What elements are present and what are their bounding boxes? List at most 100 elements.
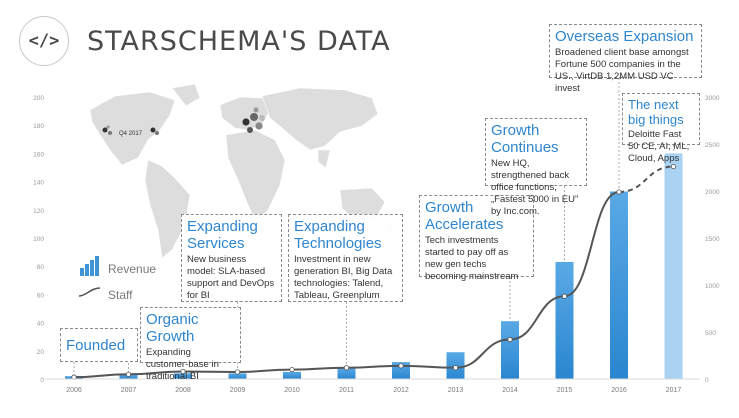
annotation-overseas-expansion: Overseas Expansion Broadened client base… — [549, 24, 702, 94]
x-tick-label: 2015 — [557, 387, 573, 394]
revenue-bar — [610, 191, 628, 379]
x-tick-label: 2010 — [284, 387, 300, 394]
annotation-text: Investment in new generation BI, Big Dat… — [294, 254, 393, 301]
legend-bar-mark — [95, 256, 99, 276]
revenue-bar — [174, 373, 192, 379]
staff-point — [670, 163, 677, 170]
staff-point — [289, 366, 295, 373]
y-tick-left: 100 — [33, 236, 44, 243]
world-map: Q4 2017 — [89, 83, 396, 259]
annotation-title: Founded — [66, 337, 126, 354]
x-tick-label: 2008 — [175, 387, 191, 394]
bar-chart-icon — [78, 260, 100, 278]
y-tick-left: 0 — [40, 377, 44, 384]
annotation-text: Broadened client base amongst Fortune 50… — [555, 47, 689, 94]
annotation-text: Expanding customer-base in traditional B… — [146, 347, 219, 382]
y-tick-right: 2500 — [705, 142, 720, 149]
staff-point — [180, 368, 186, 375]
x-tick-label: 2014 — [502, 387, 518, 394]
staff-point — [561, 293, 568, 299]
annotation-text: Deloitte Fast 50 CE, AI, ML, Cloud, Apps — [628, 129, 690, 164]
y-tick-left: 60 — [37, 292, 45, 299]
x-tick-label: 2006 — [66, 387, 82, 394]
office-marker — [102, 127, 108, 133]
axes: 0204060801001201401601802000500100015002… — [33, 95, 720, 394]
staff-point — [343, 365, 350, 371]
office-marker — [255, 122, 263, 130]
continent-shape — [225, 129, 286, 223]
revenue-bar — [664, 153, 683, 379]
continent-shape — [261, 87, 379, 151]
office-marker — [259, 115, 265, 121]
y-tick-left: 40 — [37, 321, 45, 328]
annotation-founded: Founded — [60, 328, 138, 362]
x-tick-label: 2009 — [230, 387, 246, 394]
office-marker — [253, 107, 259, 113]
revenue-bar — [501, 321, 519, 379]
x-tick-label: 2017 — [666, 387, 682, 394]
y-tick-right: 0 — [705, 377, 709, 384]
office-marker — [150, 127, 156, 133]
staff-point — [234, 369, 241, 375]
staff-point — [507, 336, 513, 343]
y-tick-left: 160 — [33, 151, 44, 158]
annotation-text: Tech investments started to pay off as n… — [425, 235, 519, 282]
annotation-expanding-technologies: Expanding Technologies Investment in new… — [288, 214, 403, 302]
legend-label-staff: Staff — [108, 288, 133, 302]
legend-item-staff: Staff — [78, 284, 156, 306]
x-tick-label: 2012 — [393, 387, 409, 394]
continent-shape — [89, 91, 176, 166]
y-tick-left: 80 — [37, 264, 45, 271]
revenue-bar — [555, 261, 574, 379]
annotation-text: New business model: SLA-based support an… — [187, 254, 275, 301]
staff-line-solid — [73, 190, 620, 379]
staff-line — [71, 163, 677, 380]
annotation-title: Expanding Services — [187, 218, 258, 252]
y-tick-right: 500 — [705, 330, 716, 337]
staff-point — [398, 363, 404, 369]
y-tick-left: 20 — [37, 349, 45, 356]
annotation-title: Organic Growth — [146, 311, 199, 345]
x-tick-label: 2011 — [339, 387, 354, 394]
staff-point — [125, 371, 132, 377]
office-marker — [155, 131, 159, 135]
revenue-bar — [283, 371, 301, 379]
continent-shape — [144, 159, 191, 259]
office-marker — [108, 131, 112, 135]
y-tick-right: 3000 — [705, 95, 720, 102]
x-tick-label: 2007 — [121, 387, 137, 394]
staff-line-dashed — [618, 165, 674, 193]
header: </> STARSCHEMA'S DATA — [19, 16, 391, 66]
revenue-bar — [337, 367, 356, 379]
y-tick-right: 2000 — [705, 189, 720, 196]
staff-point — [452, 365, 459, 371]
continent-shape — [317, 149, 331, 169]
legend: Revenue Staff — [78, 258, 156, 310]
revenue-bar — [228, 373, 247, 379]
annotation-growth-accelerates: Growth Accelerates Tech investments star… — [419, 195, 534, 282]
legend-label-revenue: Revenue — [108, 262, 157, 276]
legend-bar-mark — [85, 264, 89, 276]
annotation-title: Growth Continues — [491, 122, 559, 156]
map-label: Q4 2017 — [119, 131, 143, 137]
code-logo-icon: </> — [19, 16, 69, 66]
office-marker — [247, 127, 253, 133]
annotation-expanding-services: Expanding Services New business model: S… — [181, 214, 282, 302]
office-marker — [250, 113, 258, 121]
y-tick-right: 1500 — [705, 236, 720, 243]
legend-item-revenue: Revenue — [78, 258, 156, 280]
annotation-title: Overseas Expansion — [555, 28, 694, 45]
x-tick-label: 2016 — [611, 387, 627, 394]
annotation-next-big-things: The next big things Deloitte Fast 50 CE,… — [622, 93, 700, 164]
annotation-growth-continues: Growth Continues New HQ, strengthened ba… — [485, 118, 587, 217]
office-marker — [242, 118, 250, 126]
y-tick-right: 1000 — [705, 283, 720, 290]
x-tick-label: 2013 — [448, 387, 464, 394]
page-title: STARSCHEMA'S DATA — [87, 25, 391, 57]
y-tick-left: 180 — [33, 123, 44, 130]
y-tick-left: 200 — [33, 95, 44, 102]
y-tick-left: 140 — [33, 180, 44, 187]
annotation-title: The next big things — [628, 97, 684, 127]
line-chart-icon — [78, 286, 100, 304]
